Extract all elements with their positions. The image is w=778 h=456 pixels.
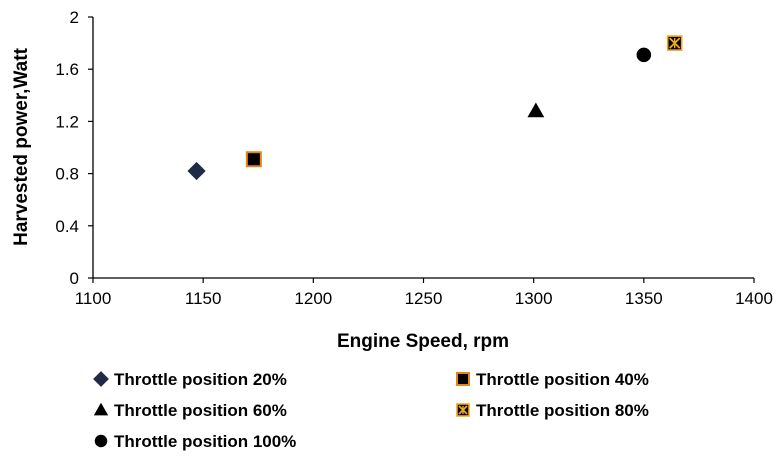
legend-label: Throttle position 20%	[114, 370, 287, 389]
legend-item: Throttle position 80%	[456, 401, 649, 420]
legend-marker-diamond	[93, 371, 109, 387]
data-points	[187, 35, 683, 181]
x-tick-label: 1150	[185, 289, 222, 308]
x-tick-label: 1300	[515, 289, 553, 308]
x-tick-label: 1100	[75, 289, 112, 308]
y-axis-title: Harvested power,Watt	[11, 47, 32, 245]
x-axis-ticks: 1100 1150 1200 1250 1300 1350 1400	[75, 278, 773, 308]
y-tick-label: 0.4	[55, 217, 79, 236]
chart-axes	[92, 17, 754, 279]
legend-label: Throttle position 100%	[114, 432, 296, 451]
legend-item: Throttle position 40%	[456, 370, 649, 389]
data-point-triangle	[527, 102, 545, 118]
y-axis-ticks: 0 0.4 0.8 1.2 1.6 2	[55, 8, 93, 288]
x-axis-title: Engine Speed, rpm	[337, 331, 509, 352]
legend-item: Throttle position 100%	[94, 432, 296, 451]
x-tick-label: 1200	[294, 289, 332, 308]
data-point-square-x	[666, 35, 683, 51]
y-tick-label: 1.2	[55, 112, 79, 131]
y-tick-label: 0	[70, 269, 79, 288]
legend-item: Throttle position 60%	[93, 401, 287, 420]
data-point-diamond	[187, 161, 206, 181]
legend-item: Throttle position 20%	[93, 370, 287, 389]
legend-marker-triangle	[93, 402, 109, 416]
legend-label: Throttle position 60%	[114, 401, 287, 420]
legend-marker-circle	[94, 434, 108, 448]
legend-label: Throttle position 40%	[476, 370, 649, 389]
data-point-square	[245, 151, 262, 168]
y-tick-label: 1.6	[55, 60, 79, 79]
x-tick-label: 1400	[735, 289, 773, 308]
y-tick-label: 2	[70, 8, 79, 27]
legend-marker-square-x	[456, 403, 470, 417]
legend-marker-square	[456, 372, 470, 386]
x-tick-label: 1350	[625, 289, 663, 308]
data-point-circle	[636, 47, 652, 63]
y-tick-label: 0.8	[55, 165, 79, 184]
x-tick-label: 1250	[405, 289, 443, 308]
legend-label: Throttle position 80%	[476, 401, 649, 420]
chart-legend: Throttle position 20% Throttle position 4…	[93, 370, 649, 451]
